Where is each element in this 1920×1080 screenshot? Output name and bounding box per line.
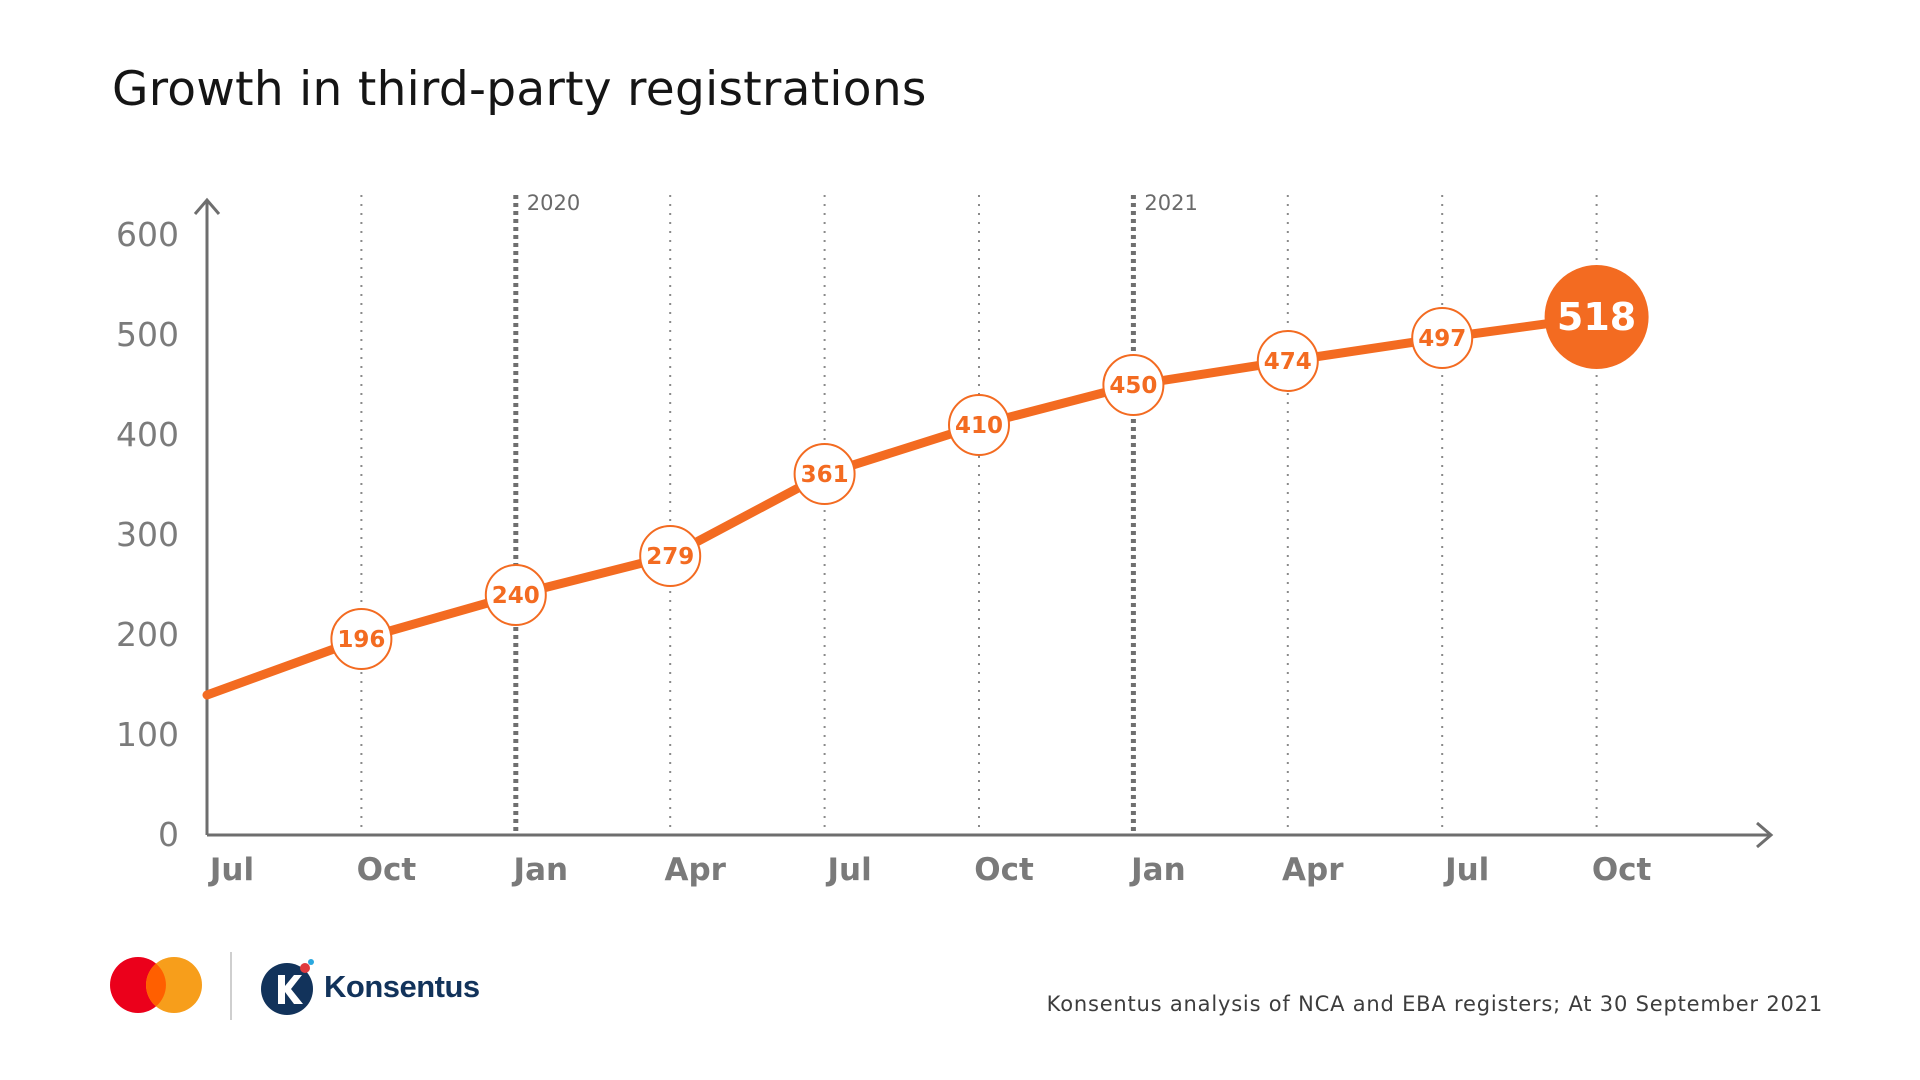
data-point: 497 xyxy=(1411,307,1474,369)
x-tick-label: Jul xyxy=(1443,852,1489,888)
data-point: 196 xyxy=(330,608,393,670)
y-tick-label: 200 xyxy=(116,615,179,654)
x-tick-label: Jul xyxy=(208,852,254,888)
data-point: 279 xyxy=(639,525,702,587)
highlight-point-circle xyxy=(1544,265,1649,369)
data-point-circle xyxy=(948,394,1010,456)
data-label: 279 xyxy=(646,544,694,570)
y-axis-arrow xyxy=(193,197,221,215)
data-point-circle xyxy=(484,564,547,626)
x-tick-label: Apr xyxy=(1282,852,1344,888)
year-marker-label: 2020 xyxy=(527,191,580,215)
series-line xyxy=(202,312,1602,700)
konsentus-k-icon xyxy=(261,959,314,1015)
mastercard-logo xyxy=(110,957,202,1013)
y-tick-label: 100 xyxy=(116,715,179,754)
data-label: 474 xyxy=(1264,349,1312,375)
konsentus-logo: Konsentus xyxy=(258,958,518,1016)
x-axis-arrow xyxy=(1756,821,1774,849)
axes xyxy=(193,197,1774,849)
data-label: 518 xyxy=(1557,295,1636,339)
data-point-circle xyxy=(1411,307,1474,369)
data-point-circle xyxy=(639,525,702,587)
data-label: 497 xyxy=(1418,326,1466,352)
data-point-circle xyxy=(793,443,856,505)
data-point: 240 xyxy=(484,564,547,626)
line-chart: 2020 2021 0 100 200 300 400 500 600 Jul Oct Jan Ap… xyxy=(116,191,1774,888)
x-tick-label: Oct xyxy=(1592,852,1652,888)
data-point: 410 xyxy=(948,394,1010,456)
year-marker-label: 2021 xyxy=(1144,191,1197,215)
konsentus-wordmark: Konsentus xyxy=(324,969,480,1004)
data-point-circle xyxy=(330,608,393,670)
data-label: 361 xyxy=(801,462,849,488)
data-label: 450 xyxy=(1109,373,1157,399)
x-tick-label: Jan xyxy=(1129,852,1186,888)
footer-logos: Konsentus xyxy=(110,952,510,1022)
series xyxy=(202,312,1602,700)
data-label: 410 xyxy=(955,413,1003,439)
x-tick-label: Jul xyxy=(825,852,871,888)
logo-divider xyxy=(230,952,232,1020)
y-tick-label: 0 xyxy=(158,815,179,854)
source-note: Konsentus analysis of NCA and EBA regist… xyxy=(1046,992,1823,1016)
y-tick-label: 600 xyxy=(116,215,179,254)
x-tick-label: Apr xyxy=(664,852,726,888)
data-point: 361 xyxy=(793,443,856,505)
data-point: 474 xyxy=(1256,330,1319,392)
point-markers: 196 240 279 361 410 450 474 497 518 xyxy=(330,265,1649,670)
x-tick-label: Oct xyxy=(357,852,417,888)
y-tick-labels: 0 100 200 300 400 500 600 xyxy=(116,215,179,854)
chart-title: Growth in third-party registrations xyxy=(112,62,927,117)
gridlines: 2020 2021 xyxy=(360,191,1598,835)
data-point-circle xyxy=(1256,330,1319,392)
y-tick-label: 400 xyxy=(116,415,179,454)
y-tick-label: 300 xyxy=(116,515,179,554)
data-label: 196 xyxy=(337,627,385,653)
data-point-circle xyxy=(1102,354,1165,416)
highlight-point: 518 xyxy=(1544,265,1649,369)
data-label: 240 xyxy=(492,583,540,609)
data-point: 450 xyxy=(1102,354,1165,416)
x-tick-label: Oct xyxy=(974,852,1034,888)
x-tick-label: Jan xyxy=(512,852,569,888)
y-tick-label: 500 xyxy=(116,315,179,354)
mastercard-overlap xyxy=(146,963,166,1007)
x-tick-labels: Jul Oct Jan Apr Jul Oct Jan Apr Jul Oct xyxy=(208,852,1652,888)
